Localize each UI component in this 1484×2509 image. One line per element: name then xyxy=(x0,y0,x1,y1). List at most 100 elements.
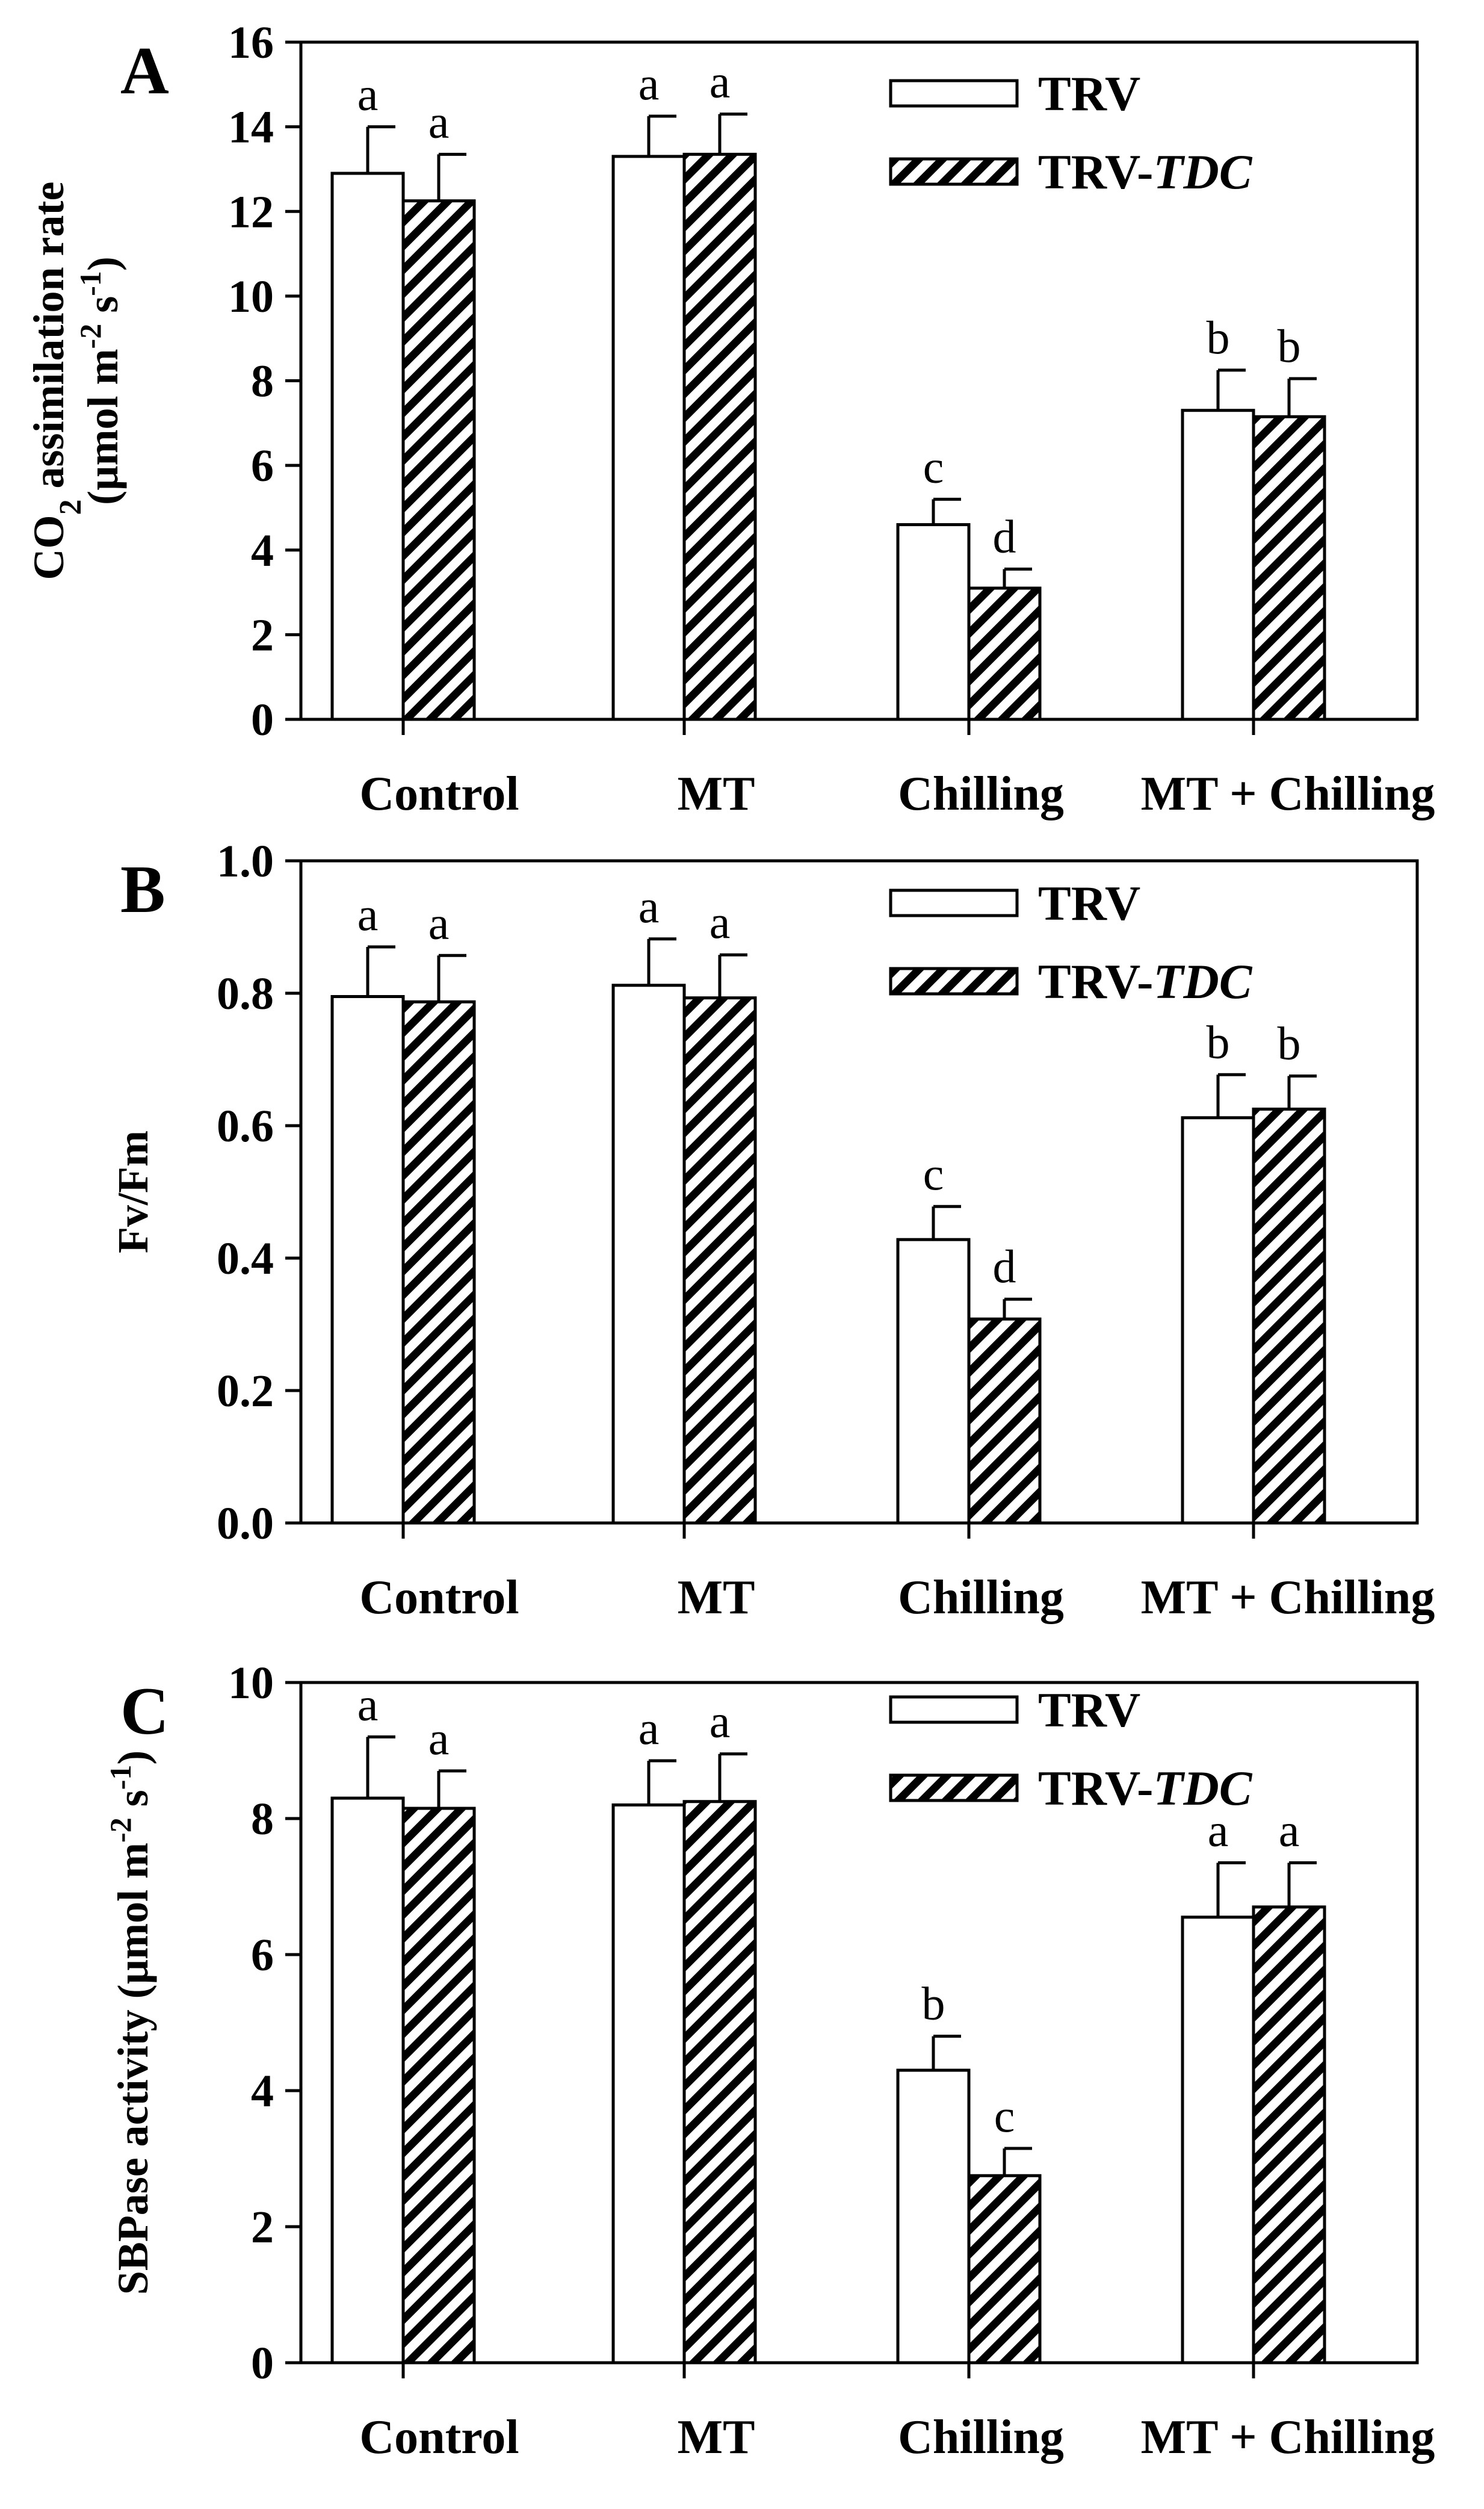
bar-trv xyxy=(330,1796,405,2365)
legend-swatch-trv xyxy=(889,1695,1019,1724)
y-axis-label-part: -2 xyxy=(73,324,107,349)
plot-frame xyxy=(299,1681,1419,2365)
bar-trv-tdc xyxy=(1252,1905,1326,2365)
significance-letter: a xyxy=(428,896,450,949)
legend-label-part: TRV- xyxy=(1038,1761,1153,1816)
legend-label-trv-tdc: TRV-TDC xyxy=(1038,954,1253,1009)
panel-label: A xyxy=(120,34,169,108)
x-category-label: Chilling xyxy=(898,768,1064,820)
y-axis-label-part: -1 xyxy=(104,1765,137,1790)
legend-label-trv: TRV xyxy=(1038,66,1140,121)
significance-letter: a xyxy=(638,1702,660,1754)
panel-label: C xyxy=(120,1674,169,1749)
y-axis-label: CO2 assimilation rate xyxy=(25,182,88,580)
significance-letter: c xyxy=(923,440,944,492)
legend-label-part: TRV- xyxy=(1038,144,1153,199)
bar-trv-tdc xyxy=(401,1807,476,2365)
legend-label-part: TRV- xyxy=(1038,954,1153,1009)
significance-letter: b xyxy=(1207,1016,1230,1068)
y-axis-label-part: -2 xyxy=(104,1817,137,1843)
significance-letter: a xyxy=(710,896,731,948)
y-tick-label: 10 xyxy=(228,271,274,322)
panel-label: B xyxy=(120,852,165,927)
bar-trv xyxy=(1181,1915,1255,2365)
legend-label-trv: TRV xyxy=(1038,876,1140,931)
significance-letter: a xyxy=(710,55,731,108)
x-category-label: MT + Chilling xyxy=(1141,2411,1435,2464)
y-tick-label: 4 xyxy=(251,526,274,576)
significance-letter: a xyxy=(357,888,379,940)
legend-swatch-trv-tdc xyxy=(889,1773,1019,1802)
legend-label-part-italic: TDC xyxy=(1153,1761,1252,1816)
bar-trv xyxy=(611,155,686,721)
legend-label-trv: TRV xyxy=(1038,1682,1140,1737)
y-tick-label: 6 xyxy=(251,441,274,491)
significance-letter: c xyxy=(994,2089,1015,2142)
bar-trv-tdc xyxy=(401,1000,476,1525)
legend-label-trv-tdc: TRV-TDC xyxy=(1038,144,1253,199)
significance-letter: a xyxy=(357,1678,379,1730)
y-tick-label: 0.8 xyxy=(217,969,274,1019)
bar-trv xyxy=(330,995,405,1525)
y-tick-label: 12 xyxy=(228,187,274,237)
significance-letter: a xyxy=(1279,1803,1300,1856)
y-tick-label: 1.0 xyxy=(217,836,274,887)
x-category-label: Control xyxy=(359,1571,519,1624)
legend-swatch-trv-tdc xyxy=(889,967,1019,996)
bar-trv xyxy=(1181,1116,1255,1525)
y-tick-label: 0 xyxy=(251,2338,274,2389)
significance-letter: c xyxy=(923,1147,944,1200)
significance-letter: b xyxy=(922,1977,945,2030)
legend-label-part-italic: TDC xyxy=(1153,954,1252,1009)
bar-trv-tdc xyxy=(682,996,757,1525)
y-axis-label-part: SBPase activity (µmol m xyxy=(109,1843,157,2295)
y-axis-label-part: -1 xyxy=(73,271,107,296)
y-tick-label: 2 xyxy=(251,2202,274,2253)
legend-swatch-trv-tdc xyxy=(889,157,1019,186)
significance-letter: a xyxy=(1208,1803,1229,1856)
significance-letter: d xyxy=(993,510,1016,562)
y-axis-label: Fv/Fm xyxy=(109,1130,157,1253)
legend-label-part-italic: TDC xyxy=(1153,144,1252,199)
legend-swatch-trv xyxy=(889,889,1019,917)
significance-letter: a xyxy=(638,57,660,110)
bar-trv-tdc xyxy=(682,1800,757,2365)
significance-letter: a xyxy=(357,68,379,120)
significance-letter: a xyxy=(638,880,660,932)
y-axis-label-part: ) xyxy=(109,1751,157,1765)
significance-letter: b xyxy=(1207,311,1230,364)
bar-trv xyxy=(611,1803,686,2365)
x-category-label: Chilling xyxy=(898,1571,1064,1624)
x-category-label: Control xyxy=(359,2411,519,2464)
x-category-label: Chilling xyxy=(898,2411,1064,2464)
y-tick-label: 8 xyxy=(251,356,274,407)
y-axis-label-units: (µmol m-2 s-1) xyxy=(73,256,127,505)
bar-trv-tdc xyxy=(401,199,476,721)
y-axis-label-part: 2 xyxy=(54,499,88,515)
y-axis-label: SBPase activity (µmol m-2 s-1) xyxy=(104,1751,157,2295)
y-axis-label-part: ) xyxy=(79,256,127,271)
bar-trv xyxy=(330,172,405,721)
x-category-label: MT + Chilling xyxy=(1141,1571,1435,1624)
significance-letter: d xyxy=(993,1240,1016,1292)
bar-trv-tdc xyxy=(967,2174,1042,2365)
y-tick-label: 10 xyxy=(228,1658,274,1708)
bar-trv-tdc xyxy=(1252,1108,1326,1525)
x-category-label: MT + Chilling xyxy=(1141,768,1435,820)
bar-trv-tdc xyxy=(967,586,1042,721)
y-axis-label-part: Fv/Fm xyxy=(109,1130,157,1253)
significance-letter: a xyxy=(710,1695,731,1748)
y-axis-label-part: s xyxy=(109,1790,157,1817)
y-tick-label: 0 xyxy=(251,695,274,745)
x-category-label: MT xyxy=(678,768,755,820)
legend-swatch-trv xyxy=(889,79,1019,108)
legend-label-trv-tdc: TRV-TDC xyxy=(1038,1761,1253,1816)
bar-trv-tdc xyxy=(682,152,757,721)
y-axis-label-part: (µmol m xyxy=(79,349,127,504)
plot-frame xyxy=(299,859,1419,1525)
y-tick-label: 6 xyxy=(251,1930,274,1980)
bar-trv xyxy=(896,2068,971,2365)
y-axis-label-part: s xyxy=(79,296,127,324)
